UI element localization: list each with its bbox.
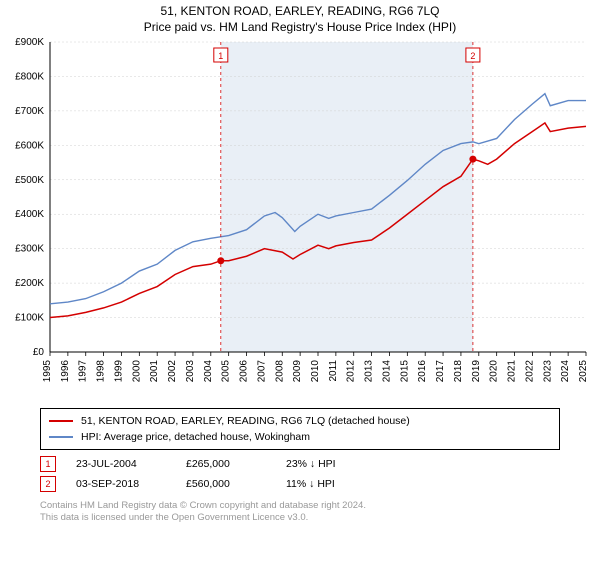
footnote-line: This data is licensed under the Open Gov… xyxy=(40,512,560,524)
svg-text:2011: 2011 xyxy=(328,360,339,382)
svg-text:2: 2 xyxy=(470,51,475,61)
svg-text:1998: 1998 xyxy=(96,360,107,383)
svg-text:2005: 2005 xyxy=(221,360,232,383)
marker-price: £560,000 xyxy=(186,478,286,490)
legend-row: 51, KENTON ROAD, EARLEY, READING, RG6 7L… xyxy=(49,413,551,429)
legend-swatch xyxy=(49,436,73,438)
svg-text:2009: 2009 xyxy=(292,360,303,383)
svg-text:2020: 2020 xyxy=(489,360,500,383)
svg-text:2018: 2018 xyxy=(453,360,464,383)
svg-text:2021: 2021 xyxy=(507,360,518,383)
svg-text:2023: 2023 xyxy=(542,360,553,383)
svg-text:2000: 2000 xyxy=(131,360,142,383)
svg-text:2012: 2012 xyxy=(346,360,357,383)
svg-text:2019: 2019 xyxy=(471,360,482,383)
marker-pct: 11% ↓ HPI xyxy=(286,478,396,490)
marker-date: 23-JUL-2004 xyxy=(76,458,186,470)
svg-text:2022: 2022 xyxy=(524,360,535,383)
svg-text:2010: 2010 xyxy=(310,360,321,383)
svg-text:1: 1 xyxy=(218,51,223,61)
chart-title: 51, KENTON ROAD, EARLEY, READING, RG6 7L… xyxy=(0,4,600,18)
chart-container: 51, KENTON ROAD, EARLEY, READING, RG6 7L… xyxy=(0,4,600,564)
svg-text:2016: 2016 xyxy=(417,360,428,383)
svg-text:2001: 2001 xyxy=(149,360,160,383)
svg-text:1996: 1996 xyxy=(60,360,71,383)
legend-label: 51, KENTON ROAD, EARLEY, READING, RG6 7L… xyxy=(81,415,410,427)
svg-text:£600K: £600K xyxy=(15,140,44,151)
chart-subtitle: Price paid vs. HM Land Registry's House … xyxy=(0,20,600,34)
legend-swatch xyxy=(49,420,73,422)
svg-text:£300K: £300K xyxy=(15,244,44,255)
svg-text:2025: 2025 xyxy=(578,360,589,383)
svg-text:£800K: £800K xyxy=(15,71,44,82)
legend-label: HPI: Average price, detached house, Woki… xyxy=(81,431,310,443)
svg-text:£500K: £500K xyxy=(15,175,44,186)
title-block: 51, KENTON ROAD, EARLEY, READING, RG6 7L… xyxy=(0,4,600,34)
svg-text:2017: 2017 xyxy=(435,360,446,383)
svg-text:£100K: £100K xyxy=(15,313,44,324)
svg-text:2003: 2003 xyxy=(185,360,196,383)
legend-box: 51, KENTON ROAD, EARLEY, READING, RG6 7L… xyxy=(40,408,560,450)
svg-text:2007: 2007 xyxy=(256,360,267,383)
legend-row: HPI: Average price, detached house, Woki… xyxy=(49,429,551,445)
svg-text:2013: 2013 xyxy=(364,360,375,383)
svg-text:£700K: £700K xyxy=(15,106,44,117)
marker-price: £265,000 xyxy=(186,458,286,470)
marker-row: 2 03-SEP-2018 £560,000 11% ↓ HPI xyxy=(40,474,560,494)
svg-text:1995: 1995 xyxy=(42,360,53,383)
svg-text:£0: £0 xyxy=(33,347,45,358)
footnote-line: Contains HM Land Registry data © Crown c… xyxy=(40,500,560,512)
marker-table: 1 23-JUL-2004 £265,000 23% ↓ HPI 2 03-SE… xyxy=(40,454,560,494)
svg-text:1999: 1999 xyxy=(113,360,124,383)
marker-pct: 23% ↓ HPI xyxy=(286,458,396,470)
marker-badge: 1 xyxy=(40,456,56,472)
svg-text:£900K: £900K xyxy=(15,37,44,48)
svg-text:2008: 2008 xyxy=(274,360,285,383)
svg-text:2006: 2006 xyxy=(239,360,250,383)
svg-text:2024: 2024 xyxy=(560,360,571,383)
svg-text:2004: 2004 xyxy=(203,360,214,383)
footnote: Contains HM Land Registry data © Crown c… xyxy=(40,500,560,525)
svg-text:£400K: £400K xyxy=(15,209,44,220)
svg-text:1997: 1997 xyxy=(78,360,89,383)
svg-text:2015: 2015 xyxy=(399,360,410,383)
line-chart: £0 £100K £200K £300K £400K £500K £600K £700K £80… xyxy=(0,34,600,404)
svg-text:£200K: £200K xyxy=(15,278,44,289)
svg-text:2014: 2014 xyxy=(381,360,392,383)
marker-date: 03-SEP-2018 xyxy=(76,478,186,490)
svg-text:2002: 2002 xyxy=(167,360,178,383)
marker-badge: 2 xyxy=(40,476,56,492)
marker-row: 1 23-JUL-2004 £265,000 23% ↓ HPI xyxy=(40,454,560,474)
